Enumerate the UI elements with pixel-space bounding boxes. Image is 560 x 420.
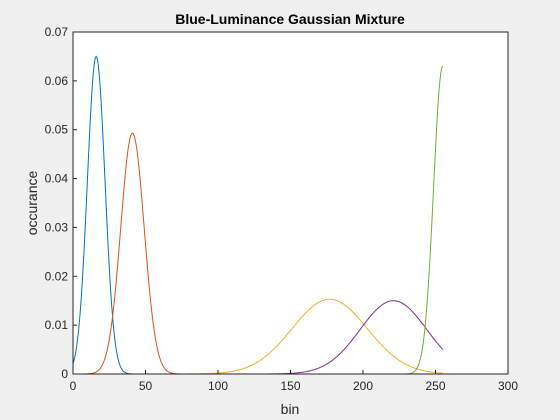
y-tick-label: 0.07 xyxy=(45,25,69,39)
y-tick-label: 0.04 xyxy=(45,172,69,186)
axes-box xyxy=(72,31,509,375)
x-tick-label: 100 xyxy=(208,379,228,393)
y-tick-label: 0.01 xyxy=(45,318,69,332)
x-tick-label: 0 xyxy=(70,379,77,393)
x-tick-label: 300 xyxy=(498,379,518,393)
y-tick-label: 0.02 xyxy=(45,269,69,283)
y-tick-label: 0.06 xyxy=(45,74,69,88)
x-tick-label: 50 xyxy=(139,379,153,393)
y-tick-label: 0.03 xyxy=(45,220,69,234)
plot-background xyxy=(73,32,508,374)
y-tick-label: 0 xyxy=(61,367,68,381)
x-tick-label: 150 xyxy=(280,379,300,393)
x-tick-label: 250 xyxy=(425,379,445,393)
axes-group: 0 50 100 150 200 250 300 0 0.01 0.02 0.03 0.04 0.05 0… xyxy=(45,25,519,393)
chart-title: Blue-Luminance Gaussian Mixture xyxy=(175,11,405,27)
y-tick-label: 0.05 xyxy=(45,123,69,137)
x-tick-label: 200 xyxy=(353,379,373,393)
x-axis-label: bin xyxy=(281,401,300,417)
y-axis-label: occurance xyxy=(24,170,40,235)
